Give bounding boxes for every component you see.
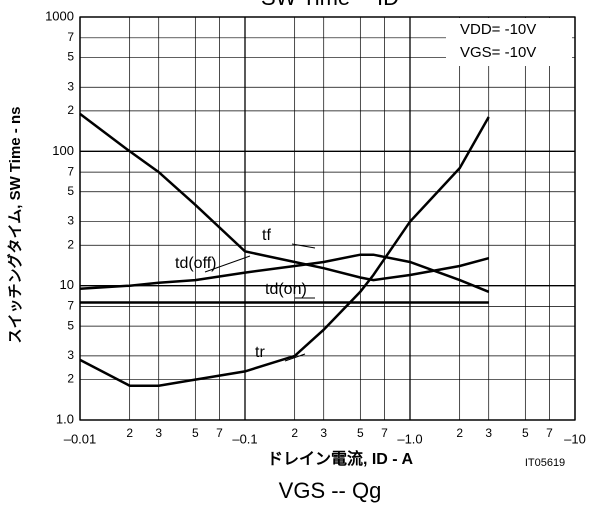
x-tick-label: 3 [320,426,327,440]
series-label: tr [255,344,265,361]
y-tick-label: 7 [67,164,74,178]
series-label: tf [262,227,271,244]
y-tick-label: 1000 [45,8,74,23]
chart-title: SW Time -- ID [261,0,399,10]
label-leader [284,353,306,362]
y-tick-label: 1.0 [56,411,74,426]
y-tick-label: 7 [67,299,74,313]
y-tick-label: 5 [67,50,74,64]
x-tick-label: –0.1 [232,431,257,446]
x-tick-label: 2 [456,426,463,440]
x-tick-label: 3 [485,426,492,440]
x-tick-label: 3 [155,426,162,440]
y-tick-label: 10 [60,277,74,292]
x-axis-label: ドレイン電流, ID - A [267,449,414,468]
y-tick-label: 3 [67,348,74,362]
label-leader [291,243,316,249]
series-label: td(on) [265,281,307,298]
x-tick-label: –0.01 [64,431,97,446]
condition-box [446,18,572,66]
y-tick-label: 3 [67,79,74,93]
figure-id: IT05619 [525,457,565,469]
chart-subtitle: VGS -- Qg [279,478,382,503]
series-line [79,116,490,387]
y-tick-label: 5 [67,184,74,198]
plot-frame [79,16,576,421]
y-tick-label: 100 [52,143,74,158]
x-tick-label: 2 [126,426,133,440]
series-line [79,112,490,282]
y-axis-label: スイッチングタイム, SW Time - ns [6,107,24,344]
x-tick-label: 7 [546,426,553,440]
x-tick-label: 7 [216,426,223,440]
label-leader [204,255,251,273]
x-tick-label: 7 [381,426,388,440]
x-tick-label: –10 [564,431,586,446]
x-tick-label: 5 [522,426,529,440]
condition: VDD= -10V [460,21,536,38]
y-tick-label: 3 [67,214,74,228]
x-tick-label: 5 [192,426,199,440]
series-line [79,253,490,293]
y-tick-label: 2 [67,103,74,117]
x-tick-label: 2 [291,426,298,440]
y-tick-label: 2 [67,372,74,386]
y-tick-label: 7 [67,30,74,44]
y-tick-label: 5 [67,318,74,332]
x-tick-label: 5 [357,426,364,440]
y-tick-label: 2 [67,237,74,251]
x-tick-label: –1.0 [397,431,422,446]
series-label: td(off) [175,255,217,272]
condition: VGS= -10V [460,44,536,61]
